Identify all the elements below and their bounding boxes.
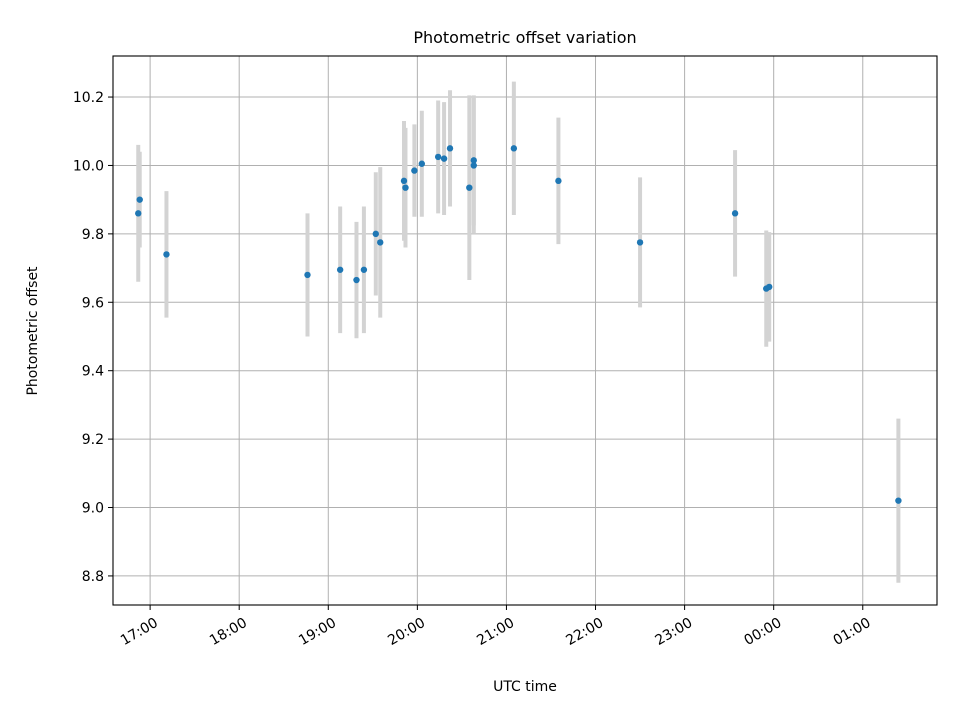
x-axis-label: UTC time	[493, 679, 557, 695]
y-tick-label: 8.8	[82, 569, 104, 585]
chart-title: Photometric offset variation	[413, 28, 636, 47]
data-point	[555, 177, 562, 185]
data-point	[466, 184, 473, 191]
y-tick-label: 9.2	[82, 432, 104, 448]
data-point	[510, 145, 518, 152]
data-point	[446, 145, 454, 152]
y-axis: 8.8 9.0 9.2 9.4 9.6 9.8 10.0 10.2	[73, 90, 113, 585]
point-layer	[135, 145, 902, 504]
data-point	[400, 177, 408, 185]
data-point	[135, 210, 142, 217]
y-tick-label: 9.0	[82, 501, 104, 517]
y-tick-label: 10.0	[73, 158, 104, 174]
data-point	[353, 276, 360, 284]
plot-frame	[112, 55, 938, 606]
data-point	[766, 283, 773, 291]
y-tick-label: 10.2	[73, 90, 104, 106]
y-axis-label: Photometric offset	[25, 266, 41, 396]
data-point	[418, 160, 426, 167]
data-point	[434, 153, 442, 161]
data-point	[136, 196, 143, 203]
data-point	[304, 271, 311, 279]
data-point	[895, 497, 902, 504]
data-point	[411, 167, 418, 174]
data-point	[402, 184, 409, 191]
data-point	[470, 157, 477, 164]
data-point	[360, 266, 368, 273]
data-point	[440, 155, 448, 162]
data-point	[470, 162, 477, 169]
data-point	[163, 251, 170, 258]
data-point	[636, 239, 644, 246]
data-point	[372, 230, 379, 238]
y-tick-label: 9.8	[82, 227, 104, 243]
y-tick-label: 9.4	[82, 364, 104, 380]
data-point	[731, 210, 739, 217]
grid-layer	[113, 56, 937, 605]
data-point	[377, 239, 384, 246]
data-point	[336, 266, 344, 273]
y-tick-label: 9.6	[82, 295, 104, 311]
